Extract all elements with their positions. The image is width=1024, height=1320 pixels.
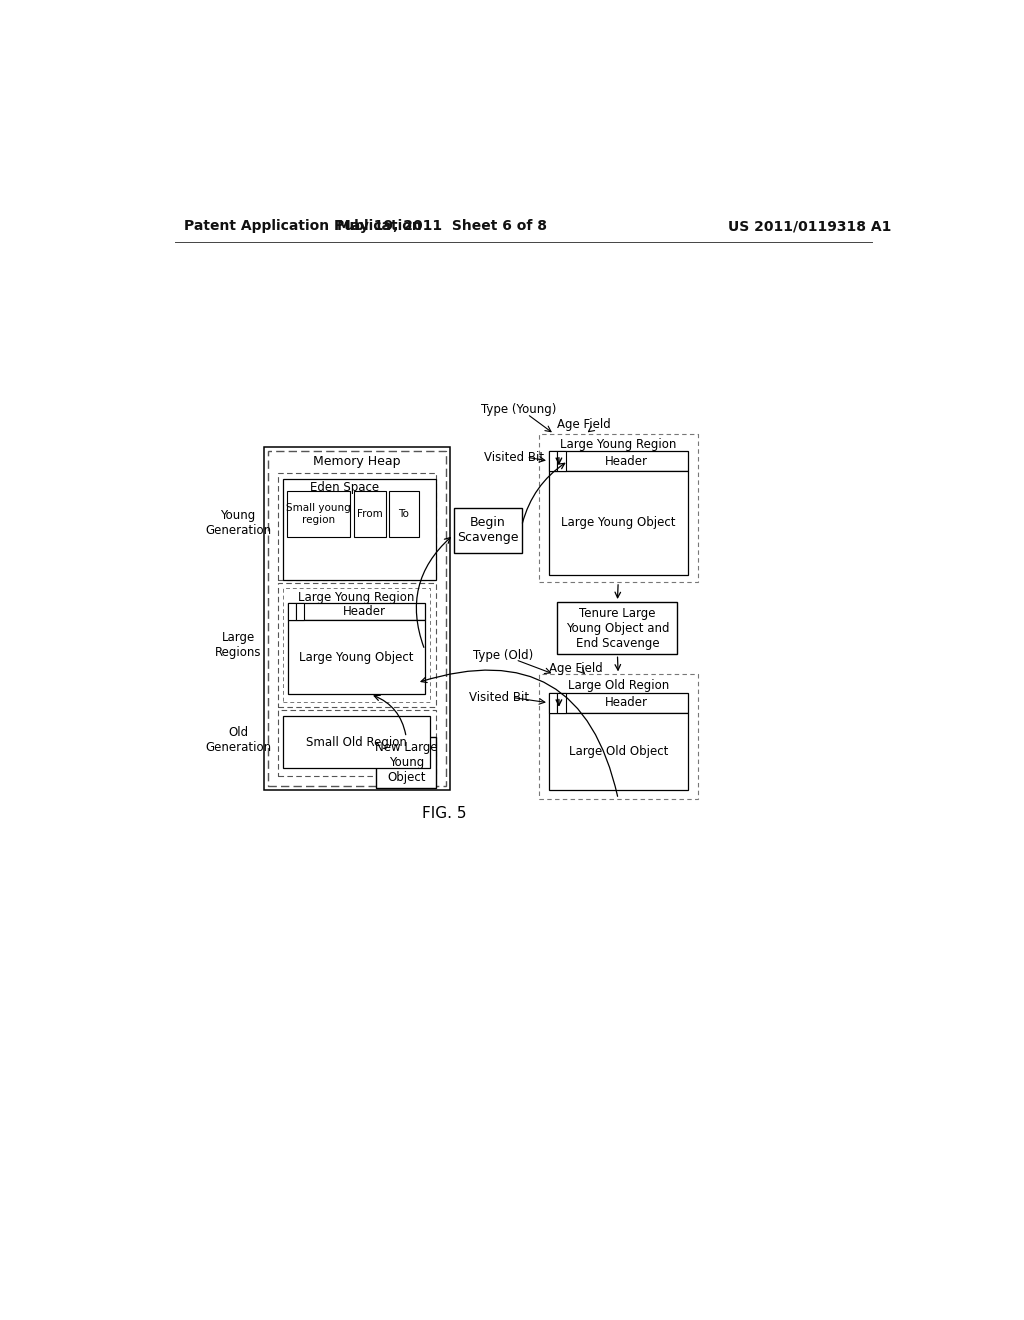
Bar: [289, 603, 296, 620]
Text: Patent Application Publication: Patent Application Publication: [183, 219, 422, 234]
Text: Large Young Region: Large Young Region: [560, 438, 677, 451]
Bar: [549, 471, 688, 576]
Text: Large Old Region: Large Old Region: [567, 678, 669, 692]
Bar: [296, 603, 304, 620]
Text: Young
Generation: Young Generation: [205, 510, 271, 537]
Bar: [376, 738, 436, 788]
Text: FIG. 5: FIG. 5: [422, 807, 467, 821]
Text: Header: Header: [605, 454, 648, 467]
Bar: [549, 451, 557, 471]
Text: May 19, 2011  Sheet 6 of 8: May 19, 2011 Sheet 6 of 8: [337, 219, 547, 234]
Bar: [283, 715, 430, 768]
Text: US 2011/0119318 A1: US 2011/0119318 A1: [728, 219, 892, 234]
Text: Header: Header: [605, 696, 648, 709]
Text: Large Young Region: Large Young Region: [298, 591, 415, 603]
Bar: [267, 451, 445, 785]
Bar: [549, 713, 688, 789]
Text: Visited Bit: Visited Bit: [483, 450, 544, 463]
Text: Header: Header: [343, 606, 386, 619]
Bar: [557, 451, 566, 471]
Text: Large Young Object: Large Young Object: [561, 516, 676, 529]
Text: Type (Old): Type (Old): [473, 648, 534, 661]
Bar: [557, 602, 678, 655]
Bar: [278, 710, 435, 776]
Text: Small young
region: Small young region: [287, 503, 351, 525]
Bar: [539, 675, 697, 799]
Text: Small Old Region: Small Old Region: [306, 735, 408, 748]
Text: Memory Heap: Memory Heap: [313, 455, 400, 469]
Text: Tenure Large
Young Object and
End Scavenge: Tenure Large Young Object and End Scaven…: [565, 607, 669, 649]
Text: Age Field: Age Field: [557, 418, 610, 432]
Bar: [549, 693, 688, 713]
Bar: [353, 491, 386, 537]
Bar: [549, 451, 688, 471]
Bar: [549, 693, 557, 713]
Bar: [283, 589, 430, 702]
Text: Large Young Object: Large Young Object: [299, 651, 414, 664]
Bar: [289, 620, 425, 694]
Bar: [287, 491, 350, 537]
Bar: [289, 603, 425, 620]
Text: Large
Regions: Large Regions: [215, 631, 261, 659]
Bar: [539, 434, 697, 582]
Text: Large Old Object: Large Old Object: [569, 744, 669, 758]
Bar: [283, 479, 436, 581]
Text: Begin
Scavenge: Begin Scavenge: [457, 516, 518, 544]
Text: To: To: [398, 510, 410, 519]
Text: From: From: [357, 510, 383, 519]
Bar: [454, 508, 521, 553]
Text: Age Field: Age Field: [549, 661, 602, 675]
Bar: [263, 447, 450, 789]
Text: Eden Space: Eden Space: [309, 482, 379, 495]
Bar: [557, 693, 566, 713]
Text: New Large
Young
Object: New Large Young Object: [375, 742, 437, 784]
Text: Type (Young): Type (Young): [480, 403, 556, 416]
Text: Old
Generation: Old Generation: [205, 726, 271, 754]
Bar: [278, 473, 435, 581]
Text: Visited Bit: Visited Bit: [469, 690, 529, 704]
Bar: [278, 583, 435, 706]
Bar: [389, 491, 419, 537]
